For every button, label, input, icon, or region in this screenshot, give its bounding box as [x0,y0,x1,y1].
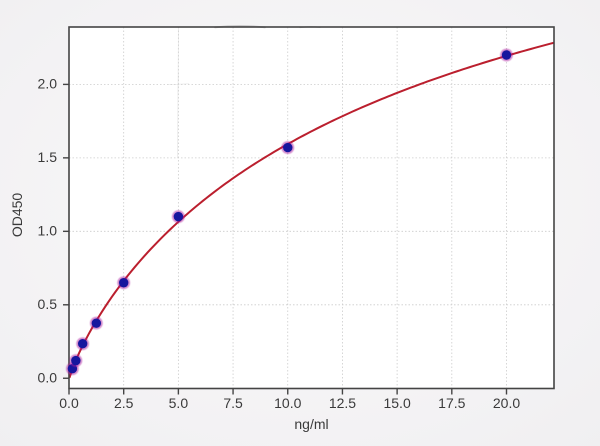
svg-text:5.0: 5.0 [169,395,189,411]
svg-text:0.0: 0.0 [38,370,58,386]
svg-text:17.5: 17.5 [438,395,465,411]
svg-text:15.0: 15.0 [383,395,410,411]
svg-text:1.0: 1.0 [38,223,58,239]
svg-text:0.5: 0.5 [38,296,58,312]
svg-text:ng/ml: ng/ml [294,416,328,432]
svg-text:20.0: 20.0 [493,395,520,411]
svg-text:2.0: 2.0 [38,76,58,92]
svg-text:12.5: 12.5 [329,395,356,411]
svg-text:10.0: 10.0 [274,395,301,411]
svg-text:0.0: 0.0 [59,395,79,411]
svg-text:OD450: OD450 [9,193,25,238]
svg-text:1.5: 1.5 [38,149,58,165]
svg-text:2.5: 2.5 [114,395,134,411]
svg-text:7.5: 7.5 [223,395,243,411]
